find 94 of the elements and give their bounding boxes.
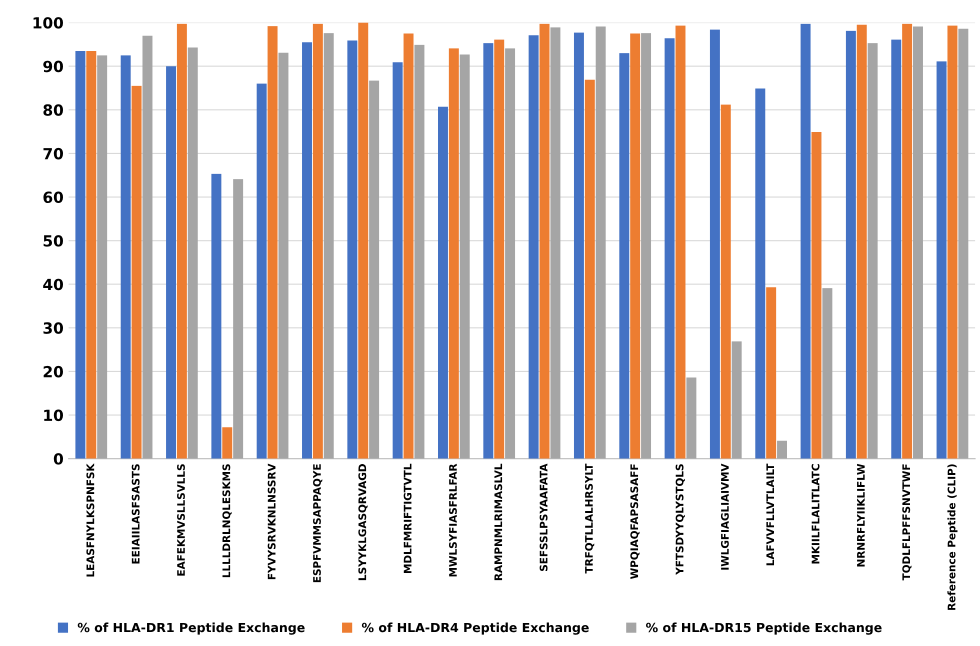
bar [302,42,312,459]
x-tick-label: WPQIAQFAPSASAFF [630,464,640,579]
y-tick-label: 0 [54,453,64,465]
bar [142,36,152,459]
bar [958,28,968,459]
bar [256,84,267,459]
bar [913,26,923,459]
bar [732,341,742,459]
bar [483,43,494,459]
x-tick-label: TRFQTLLALHRSYLT [584,464,594,574]
bar [584,80,595,459]
x-tick-label: RAMPNMLRIMASLVL [494,464,502,580]
bar [936,61,947,459]
bar [222,427,232,459]
bar [392,62,403,459]
y-tick-label: 60 [43,191,64,204]
x-tick-label: LLLLDRLNQLESKMS [222,464,232,578]
bar [846,30,856,459]
x-tick-label: IWLGFIAGLIAIVMV [720,464,729,570]
bar [505,48,516,459]
y-tick-label: 40 [43,278,64,290]
y-tick-label: 70 [44,148,64,160]
bar [686,378,696,459]
legend-label: % of HLA-DR15 Peptide Exchange [646,622,882,635]
bar [460,54,470,459]
x-tick-label: NRNRFLYIIKLIFLW [857,464,865,566]
x-tick-label: Reference Peptide (CLIP) [947,464,958,610]
bar [619,53,630,459]
legend-label: % of HLA-DR1 Peptide Exchange [78,622,305,635]
bar [404,34,414,459]
bar [347,40,358,459]
bar [233,179,244,459]
bar [75,50,86,459]
bar [540,24,550,459]
bar [438,106,448,459]
bar [856,24,867,459]
legend-label: % of HLA-DR4 Peptide Exchange [362,622,589,635]
bar [268,26,278,459]
bar [176,24,187,459]
y-tick-label: 80 [43,104,64,116]
bar [358,22,368,459]
y-tick-label: 20 [44,366,64,378]
y-tick-label: 100 [34,17,64,29]
bar [97,55,108,459]
bar [574,32,584,459]
bar [676,26,686,459]
x-tick-label: FYVYSRVKNLNSSRV [268,464,276,580]
bar [596,26,606,459]
x-tick-label: TQDLFLPFFSNVTWF [902,464,912,580]
bar [766,287,776,459]
bar [278,52,288,459]
bar [868,43,878,459]
x-tick-label: LEASFNYLKSPNFSK [86,463,94,577]
bar [902,24,912,459]
x-tick-label: YFTSDYYQLYSTQLS [676,464,685,575]
x-tick-label: EAFEKMVSLLSVLLS [177,464,185,576]
x-tick-label: MDLFMRIFTIGTVTL [404,464,412,573]
bar [641,33,652,459]
x-tick-label: EEIAIILASFSASTS [132,464,140,564]
bar [822,288,832,459]
bar [811,132,822,459]
bar [891,40,902,459]
bar [188,47,198,459]
bar [947,26,958,459]
x-tick-label: MKIILFLALITLATC [812,464,820,564]
bar [528,35,539,459]
bar [132,86,142,459]
x-tick-label: ESPFVMMSAPPAQYE [313,464,322,582]
bar [312,24,323,459]
bar [800,24,811,459]
x-tick-label: SEFSSLPSYAAFATA [540,464,548,572]
bar [448,48,459,459]
bar [211,174,222,459]
y-tick-label: 10 [44,410,64,422]
bar [777,440,787,459]
bar [414,44,424,459]
x-tick-label: LSYYKLGASQRVAGD [358,464,368,580]
bar [494,40,504,459]
bar [630,34,640,459]
bar [550,27,560,459]
bar [324,33,334,459]
bar [86,50,96,459]
bar [664,38,675,459]
y-tick-label: 50 [44,235,64,247]
y-tick-label: 90 [43,60,64,72]
bar [755,88,766,459]
x-tick-label: LAFVVFLLVTLAILT [766,464,774,566]
bar [710,30,720,459]
bar [369,80,380,459]
bar [720,104,731,459]
bar [166,66,176,459]
x-tick-label: MWLSYFIASFRLFAR [449,464,457,576]
y-tick-label: 30 [44,322,64,334]
bar [120,55,131,459]
